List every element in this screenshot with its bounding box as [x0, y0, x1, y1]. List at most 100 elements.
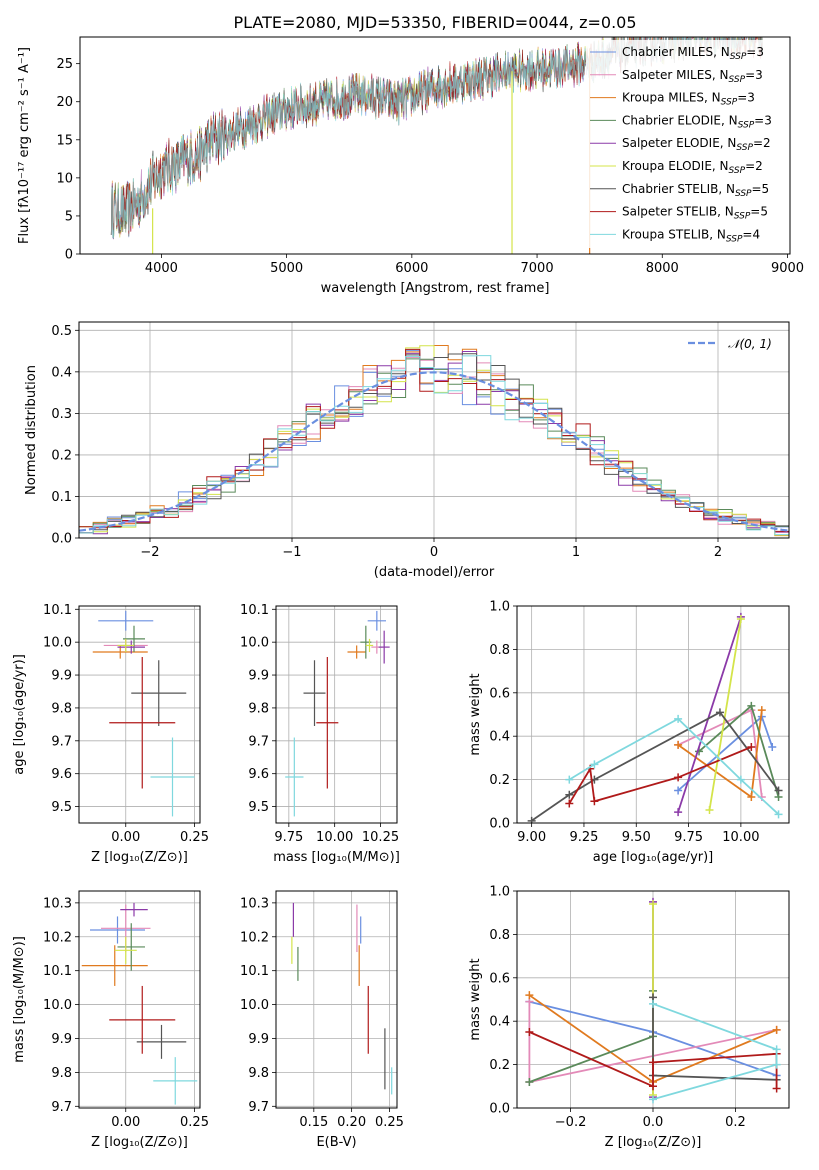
mass-vs-ebv-ytick-label: 9.7 — [248, 1100, 269, 1115]
residuals-xtick-label: −2 — [140, 545, 159, 560]
spectrum-ytick-label: 10 — [56, 171, 73, 186]
mass-vs-Z-ytick-label: 10.2 — [43, 930, 72, 945]
mass-weight-point — [525, 991, 534, 1000]
mass-vs-ebv-xlabel: E(B-V) — [316, 1135, 356, 1150]
weight-vs-Z-ytick-label: 0.6 — [489, 971, 510, 986]
spectrum-ylabel: Flux [fλ10⁻¹⁷ erg cm⁻² s⁻¹ A⁻¹] — [17, 47, 32, 244]
age-vs-mass-ytick-label: 9.8 — [248, 701, 269, 716]
age-vs-mass-xlabel: mass [log₁₀(M/M⊙)] — [273, 850, 400, 865]
residuals-ytick-label: 0.4 — [51, 365, 72, 380]
age-vs-Z-xtick-label: 0.00 — [111, 830, 140, 845]
age-vs-Z-ytick-label: 9.7 — [51, 734, 72, 749]
weight-vs-Z-ylabel: mass weight — [468, 958, 483, 1040]
legend-entry: Chabrier STELIB, NSSP=5 — [622, 182, 769, 199]
residuals-xlabel: (data-model)/error — [374, 565, 495, 580]
age-vs-mass-grid — [276, 606, 397, 823]
age-vs-mass-ytick-label: 10.1 — [240, 603, 269, 618]
residuals-xtick-label: 2 — [714, 545, 722, 560]
mass-weight-point — [705, 805, 714, 814]
mass-weight-series-line — [652, 1002, 778, 1101]
mass-vs-Z-frame — [78, 890, 201, 1109]
residuals-ytick-label: 0.0 — [51, 532, 72, 547]
mass-weight-point — [565, 775, 574, 784]
weight-vs-age-plot-area — [527, 612, 783, 823]
weight-vs-age-panel: 9.00 9.25 9.50 9.75 10.00 0.0 0.2 0.4 0.6 0.8 1.0 a… — [468, 600, 790, 865]
age-vs-Z-ytick-label: 9.6 — [51, 767, 72, 782]
age-vs-Z-frame — [78, 605, 201, 824]
weight-vs-Z-xtick-label: −0.2 — [555, 1115, 587, 1130]
mass-vs-ebv-xtick-label: 0.20 — [337, 1115, 366, 1130]
mass-vs-Z-ytick-label: 10.0 — [43, 998, 72, 1013]
mass-weight-point — [674, 786, 683, 795]
normal-reference-curve — [79, 371, 789, 532]
mass-weight-point — [565, 790, 574, 799]
mass-weight-point — [772, 1045, 781, 1054]
spectrum-title: PLATE=2080, MJD=53350, FIBERID=0044, z=0… — [233, 13, 636, 32]
mass-vs-ebv-ytick-label: 10.1 — [240, 964, 269, 979]
legend-entry: Kroupa MILES, NSSP=3 — [622, 91, 755, 108]
age-vs-Z-plot-area — [92, 610, 195, 817]
spectrum-xtick-label: 7000 — [521, 261, 554, 276]
residuals-panel: −2 −1 0 1 2 0.0 0.1 0.2 0.3 0.4 0.5 (data-model)/er… — [24, 321, 790, 580]
weight-vs-age-ytick-label: 0.0 — [489, 817, 510, 832]
mass-weight-point — [649, 1058, 657, 1067]
residuals-ylabel: Normed distribution — [24, 365, 39, 495]
spectrum-ytick-label: 15 — [56, 133, 73, 148]
mass-weight-point — [774, 786, 783, 795]
mass-weight-point — [747, 792, 756, 801]
weight-vs-age-ytick-label: 0.4 — [489, 730, 510, 745]
mass-weight-point — [674, 714, 683, 723]
legend-entry: Salpeter MILES, NSSP=3 — [622, 68, 763, 85]
age-vs-mass-plot-area — [285, 610, 390, 817]
weight-vs-age-xlabel: age [log₁₀(age/yr)] — [593, 850, 714, 865]
mass-weight-point — [674, 808, 683, 817]
spectrum-ytick-label: 20 — [56, 95, 73, 110]
spectrum-xtick-label: 6000 — [395, 261, 428, 276]
spectrum-legend: Chabrier MILES, NSSP=3 Salpeter MILES, NS… — [586, 40, 788, 248]
mass-weight-point — [747, 701, 756, 710]
mass-weight-point — [674, 773, 683, 782]
mass-vs-Z-panel: 0.00 0.25 9.7 9.8 9.9 10.0 10.1 10.2 10.3 Z [log₁… — [12, 890, 209, 1150]
mass-vs-ebv-xtick-label: 0.15 — [299, 1115, 328, 1130]
legend-background — [586, 40, 788, 248]
mass-vs-Z-grid — [79, 891, 200, 1108]
spectrum-frame — [79, 36, 791, 255]
mass-vs-ebv-ytick-label: 9.9 — [248, 1032, 269, 1047]
spectrum-ytick-label: 5 — [65, 209, 73, 224]
mass-weight-point — [649, 900, 657, 909]
age-vs-mass-ytick-label: 9.9 — [248, 669, 269, 684]
age-vs-mass-xtick-label: 10.00 — [316, 830, 353, 845]
weight-vs-age-xtick-label: 9.75 — [674, 830, 703, 845]
legend-entry: Kroupa STELIB, NSSP=4 — [622, 227, 760, 244]
weight-vs-age-xtick-label: 9.00 — [517, 830, 546, 845]
mass-vs-Z-plot-area — [81, 902, 198, 1105]
weight-vs-Z-ytick-label: 0.0 — [489, 1102, 510, 1117]
mass-weight-point — [774, 810, 783, 819]
mass-vs-ebv-plot-area — [291, 902, 393, 1095]
age-vs-Z-ytick-label: 10.0 — [43, 636, 72, 651]
mass-vs-ebv-frame — [275, 890, 398, 1109]
mass-weight-point — [527, 816, 536, 823]
mass-weight-point — [772, 1060, 781, 1069]
mass-vs-Z-ytick-label: 9.8 — [51, 1066, 72, 1081]
mass-vs-ebv-xtick-label: 0.25 — [375, 1115, 404, 1130]
weight-vs-Z-xtick-label: 0.2 — [725, 1115, 746, 1130]
weight-vs-age-grid — [517, 605, 789, 824]
legend-entry: 𝒩(0, 1) — [728, 337, 772, 351]
residual-histogram-series — [79, 353, 789, 534]
mass-weight-series-line — [568, 746, 752, 804]
residuals-ytick-label: 0.1 — [51, 490, 72, 505]
mass-weight-point — [715, 708, 724, 717]
spectrum-ytick-label: 0 — [65, 248, 73, 263]
residuals-xtick-label: 0 — [430, 545, 438, 560]
mass-vs-Z-ylabel: mass [log₁₀(M/M⊙)] — [12, 936, 27, 1063]
mass-vs-ebv-ytick-label: 10.3 — [240, 896, 269, 911]
weight-vs-Z-xlabel: Z [log₁₀(Z/Z⊙)] — [605, 1135, 702, 1150]
mass-weight-point — [649, 999, 657, 1008]
weight-vs-Z-ytick-label: 0.8 — [489, 928, 510, 943]
age-vs-mass-frame — [275, 605, 398, 824]
mass-weight-point — [768, 743, 777, 752]
mass-vs-ebv-panel: 0.15 0.20 0.25 9.7 9.8 9.9 10.0 10.1 10.2 10.3 E(B… — [240, 890, 404, 1150]
residuals-xtick-label: −1 — [282, 545, 301, 560]
weight-vs-Z-ytick-label: 0.4 — [489, 1015, 510, 1030]
